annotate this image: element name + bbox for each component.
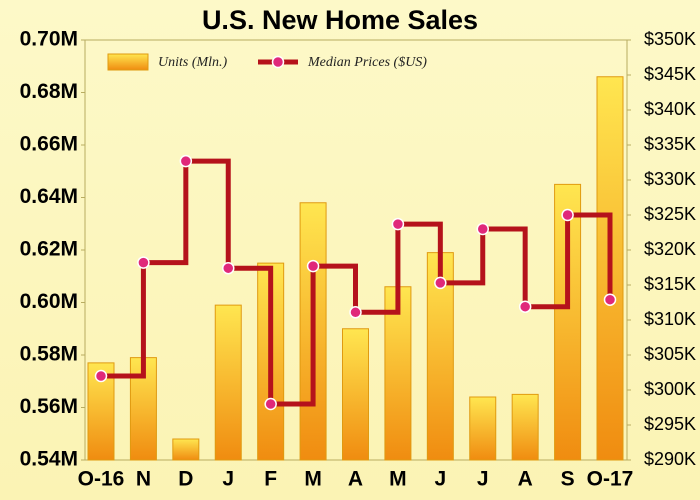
price-marker bbox=[518, 300, 532, 313]
y2-tick-label: $305K bbox=[644, 344, 696, 364]
x-tick-label: N bbox=[136, 468, 151, 491]
price-marker bbox=[476, 222, 489, 236]
y2-tick-label: $335K bbox=[644, 134, 696, 154]
bar bbox=[214, 304, 242, 461]
x-tick-label: O-17 bbox=[587, 468, 634, 491]
bar bbox=[511, 393, 539, 461]
x-tick-label: M bbox=[389, 468, 407, 491]
y-tick-label: 0.68M bbox=[20, 80, 78, 103]
price-marker bbox=[306, 259, 320, 273]
price-marker bbox=[264, 397, 277, 411]
price-marker bbox=[179, 154, 193, 168]
y2-tick-label: $315K bbox=[644, 274, 696, 294]
price-marker bbox=[561, 208, 574, 222]
y2-tick-label: $300K bbox=[644, 379, 696, 399]
legend-marker bbox=[271, 55, 285, 69]
y-tick-label: 0.70M bbox=[20, 28, 78, 51]
y2-tick-label: $310K bbox=[644, 309, 696, 329]
price-marker bbox=[391, 217, 405, 231]
price-marker bbox=[137, 256, 150, 269]
price-marker bbox=[349, 306, 362, 319]
x-tick-label: J bbox=[434, 468, 446, 491]
x-tick-label: O-16 bbox=[78, 468, 125, 491]
y2-tick-label: $295K bbox=[644, 414, 696, 434]
price-marker bbox=[603, 293, 617, 306]
price-marker bbox=[434, 276, 447, 290]
bar bbox=[384, 286, 412, 461]
x-tick-label: F bbox=[264, 468, 277, 491]
x-tick-label: D bbox=[178, 468, 193, 491]
y-tick-label: 0.54M bbox=[20, 448, 78, 471]
y-tick-label: 0.56M bbox=[20, 395, 78, 418]
y-tick-label: 0.64M bbox=[20, 185, 78, 208]
y2-tick-label: $330K bbox=[644, 169, 696, 189]
y2-tick-label: $320K bbox=[644, 239, 696, 259]
x-tick-label: S bbox=[561, 468, 575, 491]
y-tick-label: 0.62M bbox=[20, 238, 78, 261]
y-tick-label: 0.58M bbox=[20, 343, 78, 366]
y2-tick-label: $290K bbox=[644, 449, 696, 469]
chart-title: U.S. New Home Sales bbox=[202, 5, 478, 35]
y2-tick-label: $340K bbox=[644, 99, 696, 119]
y-tick-label: 0.60M bbox=[20, 290, 78, 313]
x-tick-label: M bbox=[304, 468, 322, 491]
legend-label: Units (Mln.) bbox=[158, 55, 228, 70]
bar bbox=[342, 328, 369, 461]
y2-tick-label: $350K bbox=[644, 29, 696, 49]
y2-tick-label: $325K bbox=[644, 204, 696, 224]
legend-label: Median Prices ($US) bbox=[307, 55, 427, 70]
x-tick-label: J bbox=[222, 468, 234, 491]
x-tick-label: A bbox=[518, 468, 533, 491]
x-tick-label: J bbox=[477, 468, 489, 491]
price-marker bbox=[94, 369, 108, 383]
price-marker bbox=[222, 261, 235, 275]
bar bbox=[469, 396, 497, 461]
legend-swatch bbox=[107, 53, 149, 71]
y2-tick-label: $345K bbox=[644, 64, 696, 84]
bar bbox=[172, 438, 200, 461]
x-tick-label: A bbox=[348, 468, 363, 491]
y-tick-label: 0.66M bbox=[20, 133, 78, 156]
